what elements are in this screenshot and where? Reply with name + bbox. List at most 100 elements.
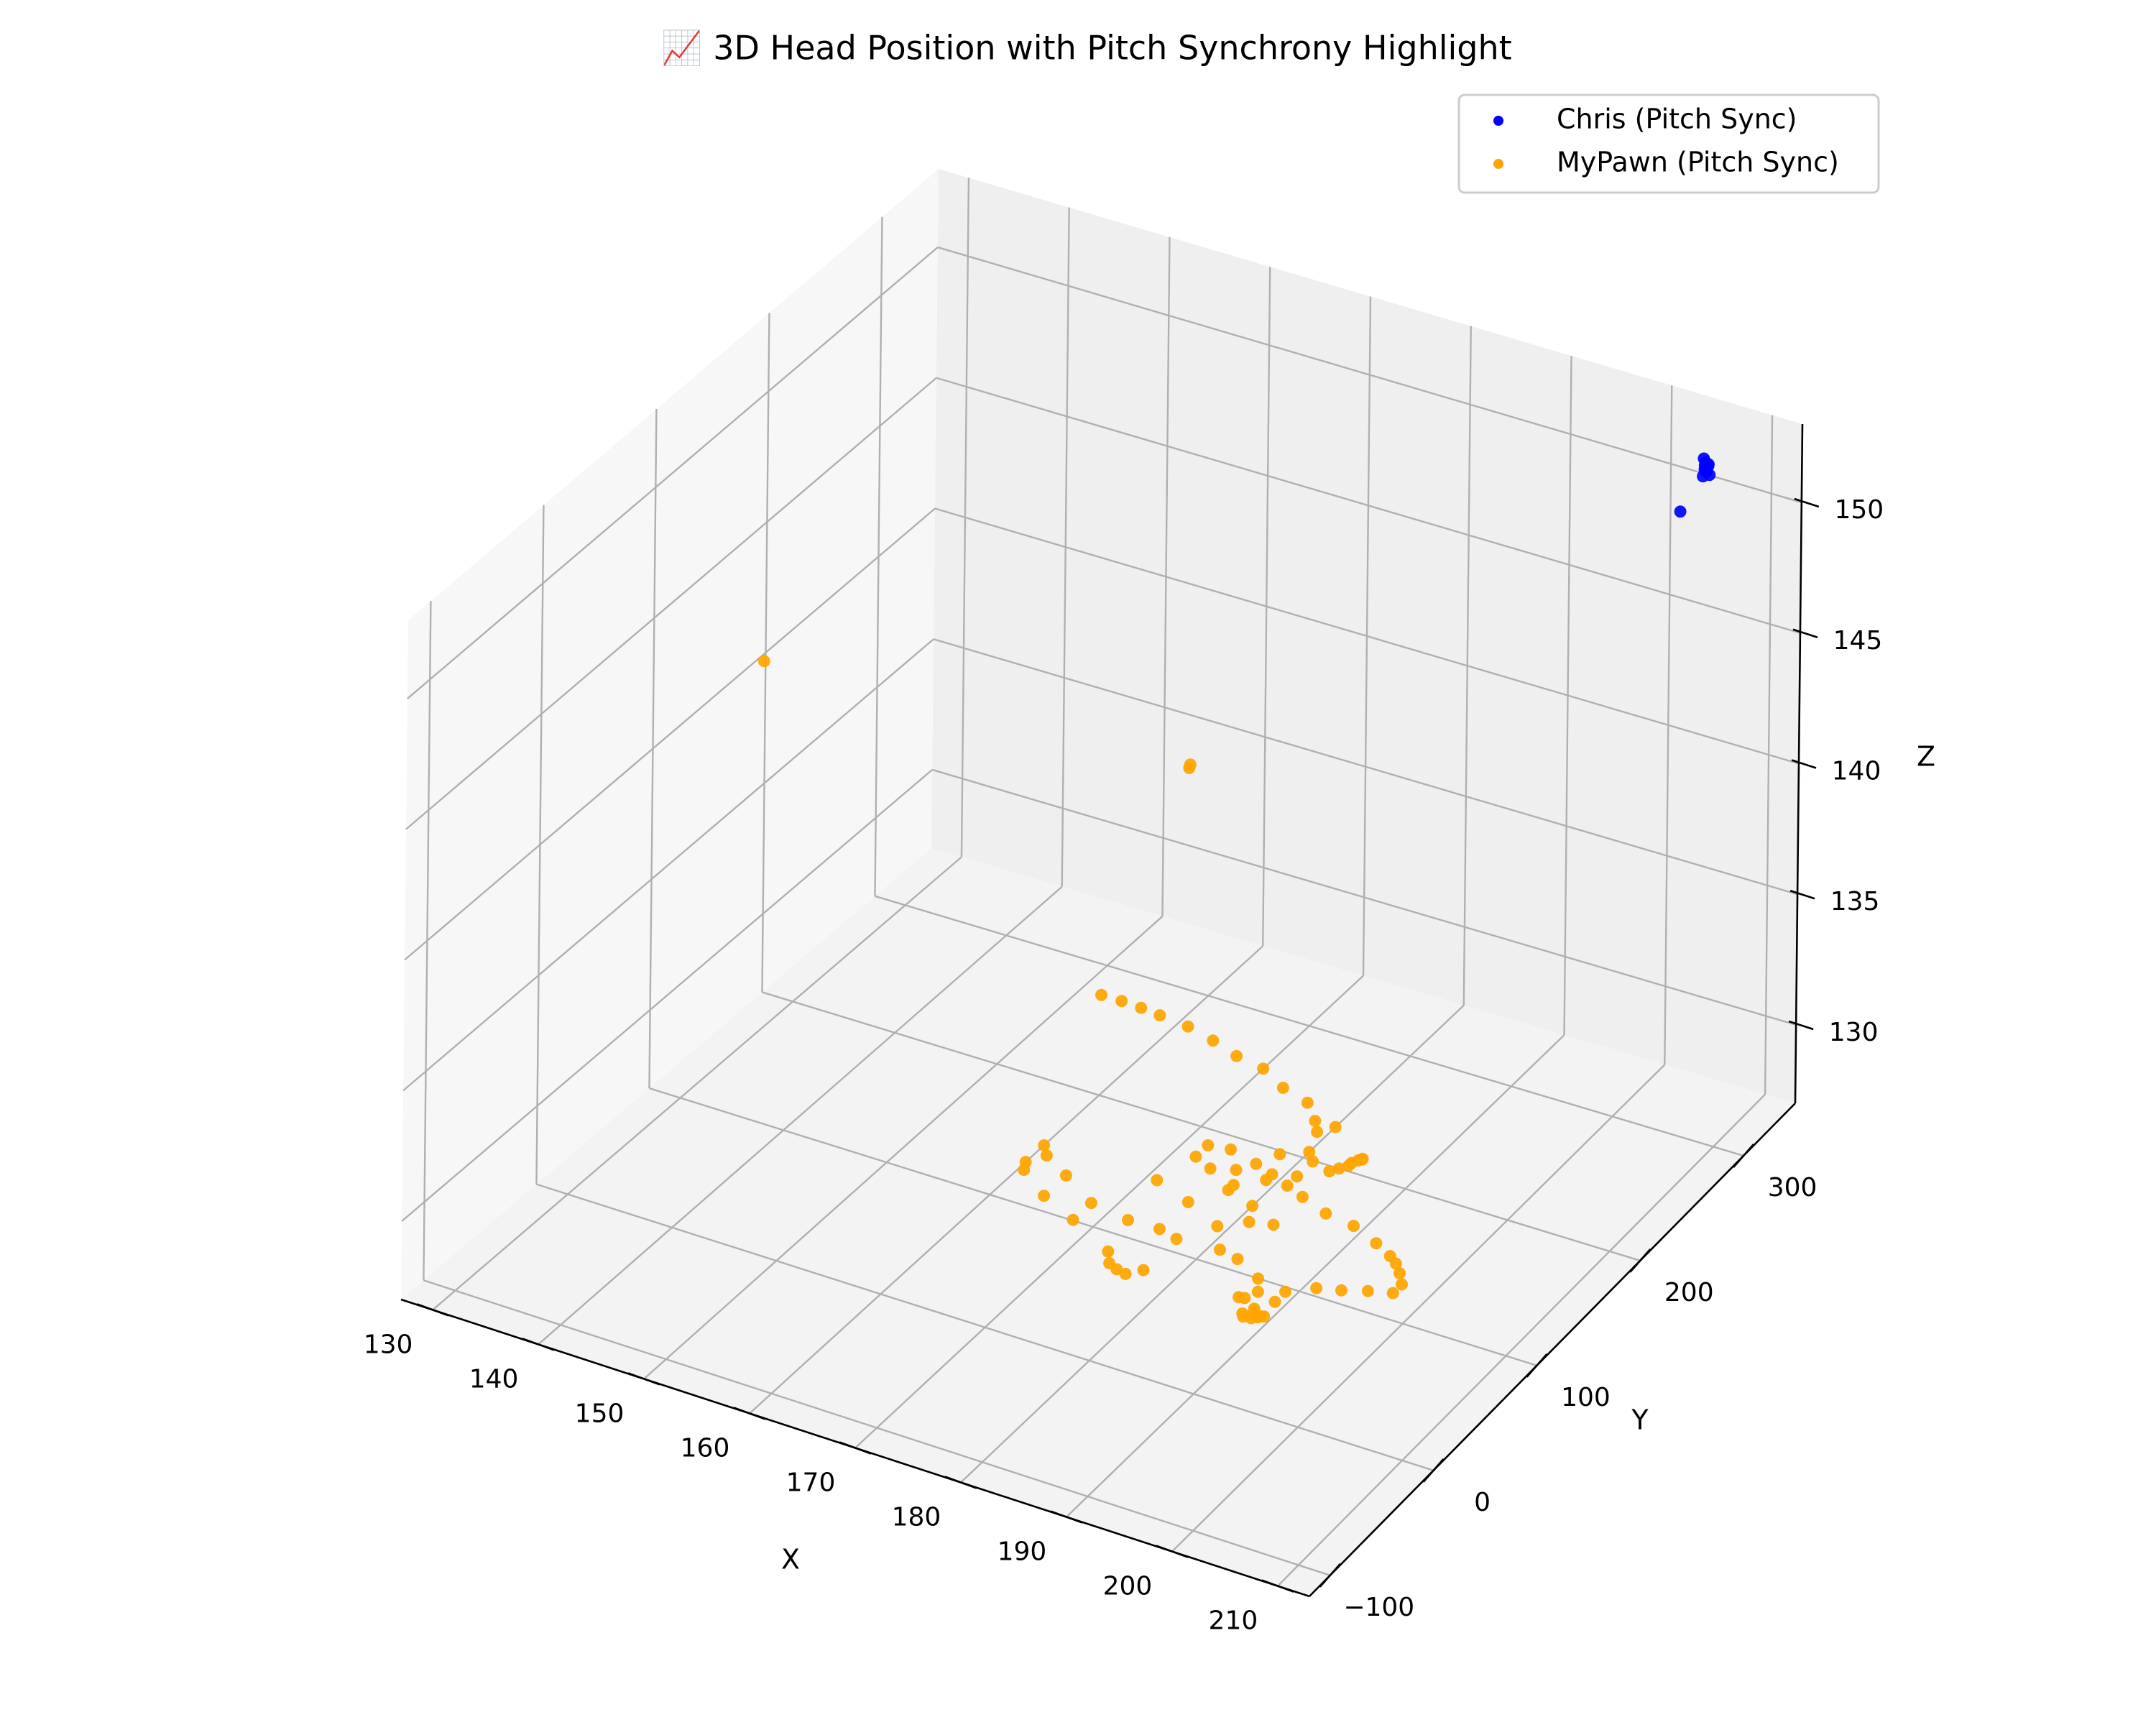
z-gridline-back [936, 377, 1801, 634]
x-tick-label: 130 [364, 1330, 413, 1359]
data-point-mypawn [1067, 1213, 1079, 1226]
legend-marker-chris [1493, 116, 1503, 126]
data-point-mypawn [1279, 1285, 1291, 1298]
x-tick-mark [416, 1303, 449, 1317]
legend-label-chris: Chris (Pitch Sync) [1557, 104, 1797, 135]
x-tick-mark [1050, 1510, 1083, 1524]
z-tick-label: 130 [1829, 1018, 1879, 1047]
z-gridline-back [931, 768, 1797, 1026]
data-point-mypawn [1038, 1139, 1051, 1151]
z-tick-mark [1789, 889, 1815, 900]
x-gridline-floor [749, 945, 1264, 1414]
data-point-mypawn [1207, 1034, 1220, 1047]
data-point-chris [1674, 505, 1687, 518]
x-tick-label: 170 [786, 1468, 836, 1498]
x-tick-mark [1261, 1579, 1294, 1593]
data-point-mypawn [1307, 1155, 1319, 1168]
data-point-mypawn [1310, 1282, 1323, 1294]
data-point-mypawn [1183, 762, 1196, 774]
data-point-mypawn [1268, 1295, 1281, 1308]
data-point-mypawn [1153, 1223, 1166, 1236]
data-point-mypawn [1252, 1272, 1265, 1285]
data-point-mypawn [1250, 1157, 1263, 1170]
data-point-mypawn [1260, 1174, 1273, 1187]
data-point-mypawn [1018, 1164, 1031, 1177]
y-gridline-floor [762, 991, 1641, 1262]
x-tick-mark [839, 1441, 872, 1455]
y-tick-label: −100 [1343, 1593, 1414, 1622]
data-point-mypawn [1202, 1139, 1215, 1151]
x-tick-label: 200 [1103, 1572, 1153, 1601]
x-tick-label: 210 [1209, 1606, 1258, 1636]
data-point-mypawn [1181, 1196, 1194, 1208]
data-point-mypawn [1227, 1179, 1240, 1192]
z-tick-label: 145 [1833, 626, 1883, 656]
chart-title: 📈 3D Head Position with Pitch Synchrony … [661, 29, 1511, 68]
data-point-mypawn [1309, 1115, 1322, 1127]
x-gridline-floor [854, 975, 1364, 1449]
z-gridline-back [937, 246, 1802, 504]
y-gridline-floor [536, 1183, 1434, 1471]
x-tick-label: 150 [575, 1399, 625, 1428]
y-tick-mark [1526, 1353, 1548, 1378]
z-gridline-left [402, 638, 934, 1092]
z-gridline-left [407, 247, 939, 699]
z-gridline-back [934, 507, 1800, 765]
data-point-mypawn [1389, 1257, 1402, 1270]
x-tick-label: 160 [681, 1433, 730, 1463]
y-gridline-floor [423, 1279, 1331, 1576]
z-tick-mark [1792, 628, 1818, 639]
z-gridline-left [405, 377, 937, 830]
legend-box [1457, 93, 1880, 194]
x-gridline-floor [432, 856, 962, 1311]
grid-lines [401, 178, 1802, 1587]
y-tick-mark [1733, 1144, 1755, 1168]
data-point-mypawn [1115, 995, 1128, 1008]
data-point-mypawn [1251, 1311, 1264, 1324]
x-tick-label: 180 [892, 1503, 941, 1532]
y-axis-line [1309, 1103, 1796, 1597]
data-point-mypawn [1273, 1148, 1286, 1161]
data-point-chris [1702, 458, 1715, 471]
x-tick-mark [627, 1372, 660, 1386]
data-point-mypawn [1153, 1009, 1166, 1022]
x-tick-label: 190 [998, 1537, 1047, 1567]
y-tick-label: 200 [1664, 1278, 1714, 1307]
data-point-mypawn [1361, 1284, 1374, 1297]
data-point-mypawn [1095, 988, 1107, 1001]
z-gridline-left [404, 507, 936, 961]
data-point-mypawn [1348, 1220, 1360, 1233]
data-point-mypawn [1204, 1162, 1217, 1175]
x-axis-title: X [781, 1544, 800, 1576]
data-point-mypawn [1211, 1220, 1224, 1233]
z-tick-mark [1791, 759, 1817, 769]
data-point-mypawn [1257, 1062, 1270, 1075]
data-point-mypawn [1102, 1245, 1115, 1258]
x-gridline-floor [960, 1004, 1465, 1484]
z-tick-label: 150 [1834, 495, 1884, 525]
x-tick-label: 140 [469, 1364, 519, 1394]
y-axis-title: Y [1631, 1404, 1649, 1436]
data-point-mypawn [1291, 1170, 1304, 1183]
data-point-mypawn [1370, 1237, 1383, 1250]
data-point-mypawn [1189, 1150, 1202, 1163]
data-point-mypawn [1311, 1126, 1324, 1138]
data-point-mypawn [1230, 1049, 1243, 1062]
z-axis-line [1794, 423, 1804, 1104]
data-point-mypawn [1122, 1214, 1134, 1226]
data-point-mypawn [1386, 1287, 1399, 1300]
data-point-mypawn [1040, 1149, 1053, 1162]
data-point-mypawn [1335, 1284, 1348, 1297]
data-point-mypawn [1281, 1179, 1294, 1192]
data-point-mypawn [1243, 1215, 1256, 1228]
y-tick-mark [1629, 1248, 1651, 1273]
data-point-mypawn [757, 655, 770, 668]
legend-label-mypawn: MyPawn (Pitch Sync) [1557, 147, 1839, 178]
z-tick-label: 135 [1830, 887, 1880, 916]
x-gridline-floor [643, 916, 1164, 1380]
data-point-mypawn [1301, 1096, 1314, 1109]
data-point-mypawn [1084, 1197, 1097, 1210]
z-tick-mark [1794, 497, 1820, 508]
y-gridline-floor [875, 895, 1744, 1157]
y-tick-label: 100 [1561, 1383, 1611, 1412]
